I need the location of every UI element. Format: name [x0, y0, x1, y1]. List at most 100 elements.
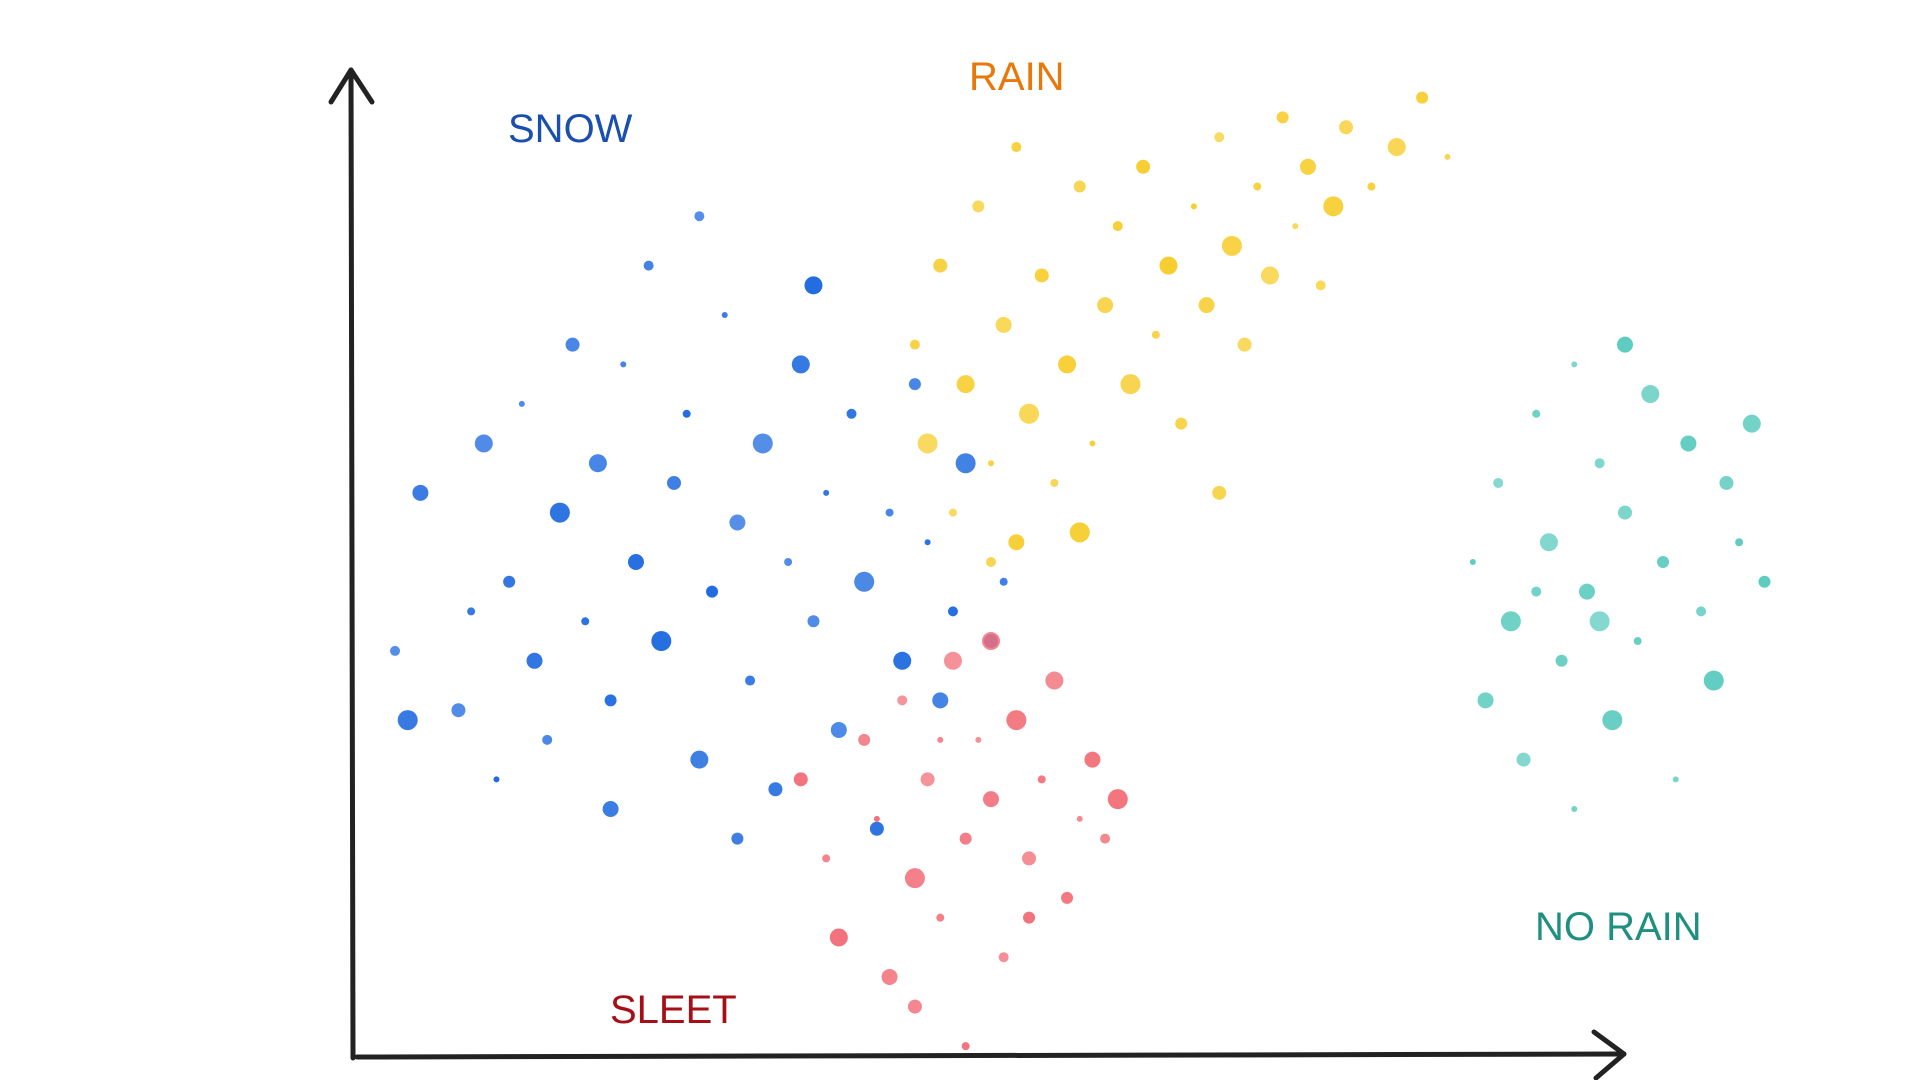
label-snow: SNOW [508, 107, 633, 151]
point-sleet [961, 1042, 970, 1051]
point-no-rain [1532, 409, 1541, 418]
points-layer [390, 91, 1771, 1051]
point-snow [752, 433, 773, 454]
point-snow [493, 776, 500, 783]
point-sleet [1022, 851, 1037, 866]
label-no-rain: NO RAIN [1535, 905, 1702, 949]
point-sleet [920, 772, 935, 787]
point-rain [1323, 196, 1344, 217]
point-sleet [1006, 710, 1027, 731]
point-no-rain [1469, 559, 1476, 565]
point-rain [1089, 440, 1096, 447]
point-snow [604, 694, 617, 707]
point-snow [565, 337, 580, 352]
point-no-rain [1555, 654, 1568, 667]
point-snow [694, 211, 705, 222]
point-rain [1221, 235, 1242, 256]
point-snow [690, 750, 709, 769]
point-sleet [1045, 671, 1064, 690]
point-snow [542, 734, 553, 745]
point-rain [1237, 337, 1252, 352]
point-rain [1315, 280, 1326, 291]
point-rain [1175, 417, 1188, 430]
point-rain [933, 258, 948, 273]
point-sleet [1084, 751, 1101, 768]
point-no-rain [1617, 336, 1633, 353]
point-no-rain [1571, 806, 1578, 812]
point-snow [474, 434, 493, 453]
point-sleet [1061, 891, 1074, 904]
point-no-rain [1758, 575, 1771, 588]
point-no-rain [1641, 385, 1660, 404]
x-axis [354, 1051, 1627, 1060]
point-no-rain [1477, 692, 1494, 709]
point-sleet [881, 968, 898, 985]
point-snow [784, 558, 793, 566]
point-no-rain [1531, 586, 1542, 597]
point-snow [729, 514, 746, 531]
point-snow [846, 408, 857, 419]
point-no-rain [1618, 505, 1632, 520]
point-rain [1253, 182, 1262, 191]
point-snow [947, 606, 958, 617]
point-rain [948, 508, 957, 517]
point-snow [588, 454, 607, 473]
point-no-rain [1633, 637, 1642, 646]
point-no-rain [1703, 670, 1724, 691]
point-snow [807, 615, 820, 628]
point-rain [1019, 403, 1040, 424]
point-snow [518, 400, 525, 407]
point-rain [1276, 111, 1289, 124]
point-no-rain [1589, 611, 1610, 632]
point-snow [721, 312, 728, 318]
point-snow [869, 821, 884, 836]
point-rain [909, 339, 920, 350]
point-snow [581, 617, 590, 626]
y-axis-arrowhead [328, 67, 375, 105]
point-sleet [1100, 833, 1111, 844]
point-snow [651, 631, 672, 652]
point-no-rain [1539, 533, 1558, 552]
point-sleet [959, 832, 972, 845]
x-axis-arrowhead [1591, 1029, 1627, 1080]
point-rain [1159, 256, 1178, 275]
point-rain [1112, 221, 1123, 232]
point-rain [1011, 142, 1022, 153]
point-rain [1069, 522, 1090, 543]
point-sleet [829, 928, 848, 947]
point-rain [1198, 297, 1215, 314]
point-rain [1190, 203, 1197, 210]
point-snow [627, 554, 644, 570]
point-rain [956, 375, 975, 394]
point-sleet [983, 791, 999, 808]
point-no-rain [1493, 477, 1504, 488]
point-snow [791, 355, 810, 374]
point-snow [999, 577, 1008, 586]
point-snow [620, 361, 627, 368]
point-snow [955, 453, 976, 474]
point-no-rain [1735, 538, 1744, 547]
label-rain: RAIN [969, 55, 1065, 99]
point-snow [667, 475, 681, 490]
point-rain [1097, 297, 1114, 314]
point-sleet [907, 999, 922, 1014]
point-snow [885, 508, 894, 517]
point-rain [1050, 478, 1059, 487]
point-snow [768, 782, 783, 797]
point-rain [1120, 374, 1141, 395]
point-rain [917, 433, 938, 454]
point-rain [1339, 120, 1354, 135]
point-rain [1444, 153, 1451, 160]
point-snow [467, 607, 476, 616]
point-no-rain [1657, 556, 1670, 568]
point-snow [804, 276, 823, 295]
point-rain [1292, 223, 1299, 230]
point-sleet [897, 695, 908, 706]
point-rain [1058, 355, 1077, 374]
point-snow [823, 489, 830, 496]
point-rain [988, 460, 994, 467]
point-snow [503, 575, 516, 588]
point-sleet [1107, 789, 1128, 810]
point-no-rain [1571, 361, 1578, 368]
point-snow [893, 651, 912, 670]
